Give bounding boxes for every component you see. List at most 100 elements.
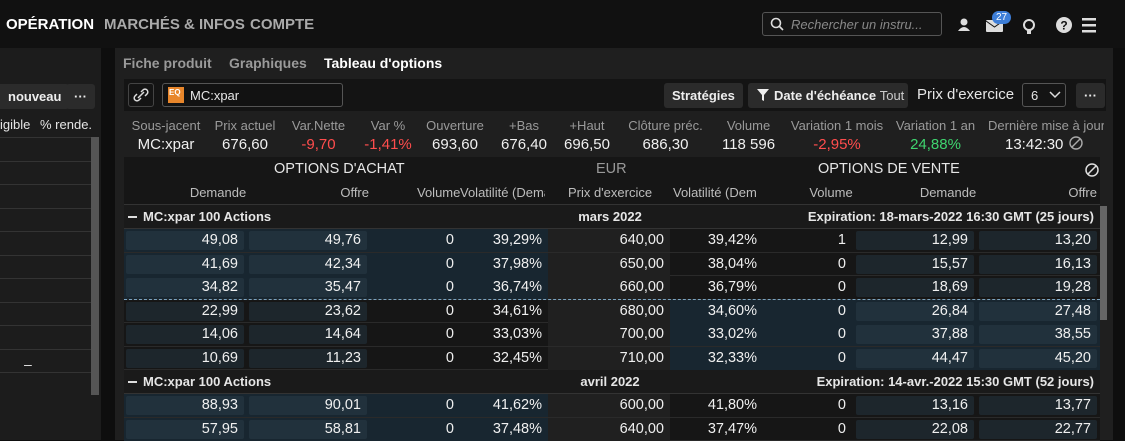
cell: 36,79%	[670, 276, 757, 299]
status-icon	[1069, 136, 1085, 150]
strike-count: 6	[1031, 88, 1038, 103]
clear-icon[interactable]	[1084, 162, 1100, 178]
cell: 14,06	[126, 323, 238, 346]
cell: 0	[763, 418, 846, 441]
tab[interactable]: Fiche produit	[123, 55, 212, 71]
cell: –	[24, 356, 32, 372]
cell: 680,00	[548, 300, 664, 323]
call-header: OPTIONS D'ACHAT	[274, 161, 405, 177]
cell: 0	[763, 323, 846, 346]
search-placeholder: Rechercher un instru...	[791, 17, 923, 32]
cell: 18,69	[856, 276, 968, 299]
cell: 11,23	[249, 347, 361, 370]
quote-label: Clôture préc.	[618, 118, 713, 133]
group-month: avril 2022	[548, 374, 672, 389]
strategies-button[interactable]: Stratégies	[664, 83, 743, 108]
cell: 41,69	[126, 253, 238, 276]
column-header: Volatilité (Demande)	[460, 185, 545, 200]
cell: 12,99	[856, 229, 968, 252]
cell: 57,95	[126, 418, 238, 441]
cell: 38,55	[979, 323, 1091, 346]
cell: 10,69	[126, 347, 238, 370]
cell: 660,00	[548, 276, 664, 299]
cell: 700,00	[548, 323, 664, 346]
cell: 34,61%	[460, 300, 542, 323]
cell: 39,42%	[670, 229, 757, 252]
instrument-icon: EQ	[168, 87, 184, 103]
quote-label: Volume	[716, 118, 781, 133]
nav-icons: ?	[956, 16, 1096, 36]
cell: 0	[763, 276, 846, 299]
currency: EUR	[596, 161, 627, 177]
quote-label: Dernière mise à jour	[988, 118, 1104, 133]
cell: 22,99	[126, 300, 238, 323]
cell: 37,48%	[460, 418, 542, 441]
quote-label: Ouverture	[414, 118, 496, 133]
quote-label: Var.Nette	[281, 118, 356, 133]
tab-active[interactable]: Tableau d'options	[324, 55, 442, 71]
new-button[interactable]: nouveau	[0, 84, 69, 109]
cell: 32,33%	[670, 347, 757, 370]
cell: 58,81	[249, 418, 361, 441]
notification-badge: 27	[992, 11, 1011, 24]
row-divider	[0, 184, 91, 185]
group-underlying: MC:xpar 100 Actions	[143, 374, 271, 389]
nav-item[interactable]: MARCHÉS & INFOS	[104, 16, 245, 33]
cell: 23,62	[249, 300, 361, 323]
more-button[interactable]: ···	[66, 84, 95, 109]
strike-select[interactable]: 6	[1022, 83, 1066, 107]
cell: 0	[370, 300, 454, 323]
cell: 22,77	[979, 418, 1091, 441]
cell: 33,02%	[670, 323, 757, 346]
cell: 640,00	[548, 229, 664, 252]
more-button[interactable]: ···	[1076, 83, 1105, 108]
quote-value: 693,60	[414, 136, 496, 153]
cell: 35,47	[249, 276, 361, 299]
search-box[interactable]: Rechercher un instru...	[762, 12, 942, 36]
cell: 0	[763, 300, 846, 323]
tab[interactable]: Graphiques	[229, 55, 307, 71]
cell: 88,93	[126, 394, 238, 417]
row-divider	[0, 208, 91, 209]
quote-value: 676,40	[498, 136, 550, 153]
cell: 0	[370, 418, 454, 441]
cell: 13,77	[979, 394, 1091, 417]
cell: 22,08	[856, 418, 968, 441]
expiry-button[interactable]: Date d'échéance Tout	[748, 83, 908, 108]
cell: 0	[370, 394, 454, 417]
cell: 13,20	[979, 229, 1091, 252]
cell: 41,62%	[460, 394, 542, 417]
cell: 42,34	[249, 253, 361, 276]
cell: 0	[763, 347, 846, 370]
cell: 37,98%	[460, 253, 542, 276]
cell: 0	[370, 323, 454, 346]
cell: 37,88	[856, 323, 968, 346]
quote-value: 696,50	[560, 136, 614, 153]
symbol-input[interactable]: EQ MC:xpar	[162, 83, 343, 107]
cell: 14,64	[249, 323, 361, 346]
cell: 39,29%	[460, 229, 542, 252]
nav-item[interactable]: COMPTE	[250, 16, 314, 33]
cell: 15,57	[856, 253, 968, 276]
group-expiration: Expiration: 18-mars-2022 16:30 GMT (25 j…	[760, 209, 1094, 224]
collapse-icon	[128, 381, 137, 383]
cell: 26,84	[856, 300, 968, 323]
link-button[interactable]	[128, 83, 154, 107]
strike-label: Prix d'exercice	[917, 86, 1014, 103]
quote-value: -9,70	[281, 136, 356, 153]
expiry-label: Date d'échéance	[774, 88, 876, 103]
cell: 49,08	[126, 229, 238, 252]
cell: 44,47	[856, 347, 968, 370]
quote-value: -1,41%	[357, 136, 419, 153]
quote-value: 24,88%	[887, 136, 984, 153]
row-divider	[0, 349, 91, 350]
column-header: Offre	[249, 185, 369, 200]
group-month: mars 2022	[548, 209, 672, 224]
cell: 27,48	[979, 300, 1091, 323]
quote-label: Variation 1 an	[887, 118, 984, 133]
nav-item[interactable]: OPÉRATION	[6, 16, 94, 33]
cell: 49,76	[249, 229, 361, 252]
quote-value: 13:42:30	[1005, 136, 1085, 153]
cell: 13,16	[856, 394, 968, 417]
cell: 640,00	[548, 418, 664, 441]
